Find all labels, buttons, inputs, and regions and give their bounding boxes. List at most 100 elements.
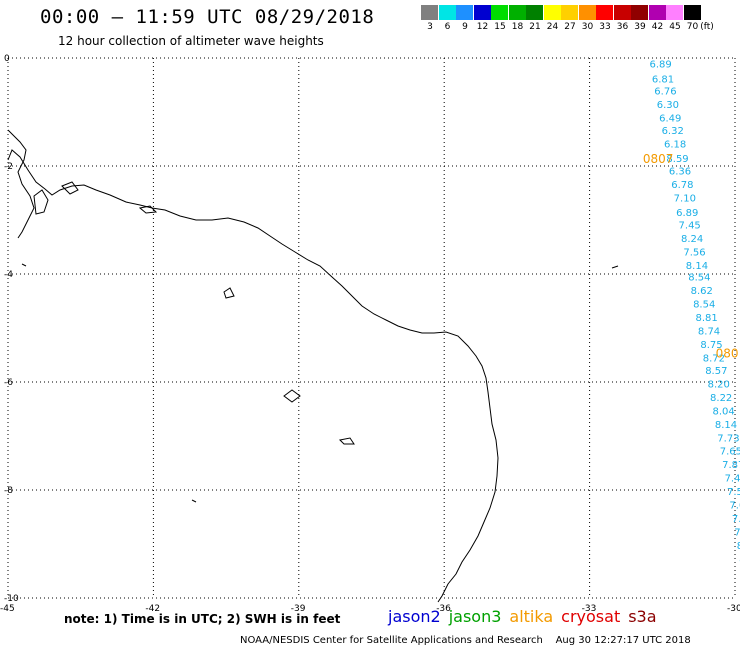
legend-swatch <box>683 5 701 20</box>
wave-height-value: 8.59 <box>666 154 688 165</box>
islet-1 <box>21 263 27 267</box>
wave-height-value: 7.50 <box>727 487 740 498</box>
legend-swatch <box>526 5 543 20</box>
longitude-label: -45 <box>0 604 15 614</box>
latitude-label: 0 <box>4 54 10 64</box>
legend-swatch <box>508 5 526 20</box>
legend-label: 39 <box>634 22 646 32</box>
wave-height-value: 8.74 <box>698 327 720 338</box>
wave-height-value: 8.4 <box>737 541 740 552</box>
legend-label: 3 <box>427 22 433 32</box>
legend-label: 6 <box>444 22 451 32</box>
coastline <box>7 129 619 603</box>
legend-label: 30 <box>581 22 594 32</box>
legend-swatch <box>473 5 491 20</box>
legend-swatch <box>631 5 648 20</box>
wave-height-value: 6.78 <box>671 180 693 191</box>
wave-height-value: 6.89 <box>676 208 698 219</box>
note-text: note: 1) Time is in UTC; 2) SWH is in fe… <box>64 612 341 626</box>
color-legend: 3 6 9 12 15 18 21 24 27 30 33 36 39 42 45 70 (ft) <box>421 5 731 33</box>
axis-labels: 0 -2 -4 -6 -8 -10-45 -42 -39 -36 -33 -30 <box>0 54 740 614</box>
wave-height-value: 7.10 <box>674 193 696 204</box>
map-grid <box>7 57 736 599</box>
legend-swatch <box>438 5 456 20</box>
legend-label: 70 <box>686 22 699 32</box>
wave-height-value: 8.75 <box>700 340 722 351</box>
wave-height-value: 7.42 <box>725 474 740 485</box>
legend-label: 42 <box>651 22 664 32</box>
longitude-label: -33 <box>582 604 597 614</box>
legend-label: 12 <box>476 22 489 32</box>
wave-height-value: 7.73 <box>717 434 739 445</box>
legend-label: 15 <box>494 22 506 32</box>
legend-swatch <box>421 5 438 20</box>
legend-swatch <box>666 5 683 20</box>
pass-time-label: 080 <box>716 346 739 360</box>
legend-swatch <box>596 5 613 20</box>
wave-height-value: 6.18 <box>664 139 686 150</box>
wave-height-value: 8.81 <box>695 313 717 324</box>
legend-label: 45 <box>669 22 681 32</box>
wave-height-value: 8.14 <box>686 261 708 272</box>
satellite-jason2: jason2 <box>388 607 441 626</box>
northwest-islands <box>33 181 79 215</box>
wave-height-value: 6.89 <box>649 59 671 70</box>
legend-label: 36 <box>616 22 629 32</box>
wave-height-value: 7.08 <box>729 501 740 512</box>
islet-3 <box>611 265 619 269</box>
legend-swatch <box>491 5 508 20</box>
satellite-jason3: jason3 <box>448 607 502 626</box>
latitude-label: -10 <box>4 594 19 604</box>
legend-swatch <box>648 5 666 20</box>
wave-height-value: 8.72 <box>703 354 725 365</box>
wave-height-value: 7.68 <box>734 528 740 539</box>
legend-swatch <box>613 5 631 20</box>
wave-height-value: 6.81 <box>652 75 674 86</box>
wave-height-value: 8.57 <box>705 366 727 377</box>
island-c <box>338 437 355 445</box>
latitude-label: -8 <box>4 486 13 496</box>
latitude-label: -4 <box>4 270 13 280</box>
pass-time-label: 0807 <box>643 152 674 166</box>
wave-height-value: 8.22 <box>710 393 732 404</box>
legend-swatch <box>561 5 578 20</box>
wave-height-value: 6.76 <box>654 86 676 97</box>
legend-unit: (ft) <box>700 22 714 32</box>
islet-2 <box>191 499 197 503</box>
wave-height-value: 7.45 <box>679 220 701 231</box>
wave-height-value: 8.14 <box>715 420 737 431</box>
map-subtitle: 12 hour collection of altimeter wave hei… <box>58 34 324 48</box>
legend-swatch <box>578 5 596 20</box>
legend-label: 27 <box>564 22 576 32</box>
satellite-altika: altika <box>509 607 554 626</box>
legend-label: 21 <box>529 22 541 32</box>
wave-height-value: 6.36 <box>669 166 691 177</box>
island-a <box>223 287 235 299</box>
longitude-label: -30 <box>727 604 740 614</box>
longitude-label: -36 <box>436 604 451 614</box>
wave-height-value: 6.49 <box>659 113 681 124</box>
legend-label: 24 <box>546 22 559 32</box>
legend-swatch <box>456 5 473 20</box>
longitude-label: -39 <box>291 604 306 614</box>
wave-height-value: 7.52 <box>732 514 740 525</box>
wave-height-value: 8.20 <box>708 380 730 391</box>
legend-label: 18 <box>511 22 524 32</box>
mainland-coast <box>7 149 499 603</box>
island-d <box>138 205 158 214</box>
wave-height-value: 8.04 <box>712 407 734 418</box>
satellite-s3a: s3a <box>628 607 657 626</box>
wave-height-value: 7.56 <box>683 247 705 258</box>
wave-height-value: 7.65 <box>720 447 740 458</box>
island-b <box>283 389 301 403</box>
pass-time-labels: 0807 080 <box>643 152 739 360</box>
longitude-label: -42 <box>145 604 160 614</box>
latitude-label: -2 <box>4 162 13 172</box>
latitude-label: -6 <box>4 378 13 388</box>
wave-height-value: 8.54 <box>693 300 715 311</box>
wave-height-value: 8.24 <box>681 234 703 245</box>
wave-height-value: 6.32 <box>662 126 684 137</box>
wave-height-value: 6.30 <box>657 100 679 111</box>
northwest-coast <box>7 129 35 239</box>
wave-height-value: 8.62 <box>691 286 713 297</box>
